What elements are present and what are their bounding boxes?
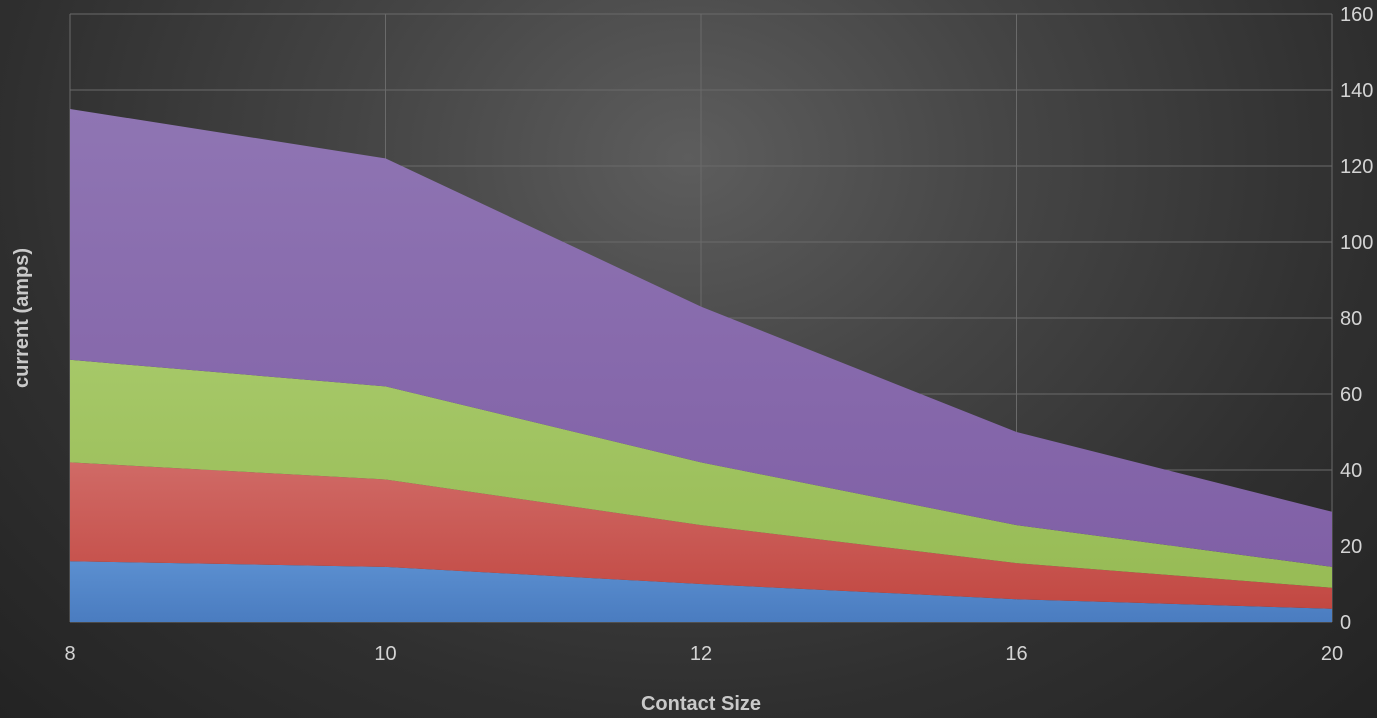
x-axis-title: Contact Size: [641, 693, 761, 715]
x-tick-label: 10: [374, 643, 396, 665]
y-tick-label: 100: [1340, 232, 1373, 254]
y-tick-label: 140: [1340, 80, 1373, 102]
x-tick-label: 16: [1005, 643, 1027, 665]
y-tick-label: 120: [1340, 156, 1373, 178]
area-series-2: [70, 462, 1332, 609]
y-tick-label: 40: [1340, 460, 1362, 482]
area-series: [70, 109, 1332, 622]
y-axis-ticks: 0 20 40 60 80 100 120 140 160: [1340, 4, 1373, 634]
area-series-4: [70, 109, 1332, 567]
y-tick-label: 80: [1340, 308, 1362, 330]
x-axis-ticks: 8 10 12 16 20: [64, 643, 1343, 665]
y-tick-label: 60: [1340, 384, 1362, 406]
area-series-3: [70, 359, 1332, 588]
x-tick-label: 8: [64, 643, 75, 665]
area-series-1: [70, 561, 1332, 622]
y-axis-title: current (amps): [11, 248, 33, 388]
y-tick-label: 20: [1340, 536, 1362, 558]
y-tick-label: 0: [1340, 612, 1351, 634]
x-tick-label: 20: [1321, 643, 1343, 665]
x-tick-label: 12: [690, 643, 712, 665]
y-tick-label: 160: [1340, 4, 1373, 26]
